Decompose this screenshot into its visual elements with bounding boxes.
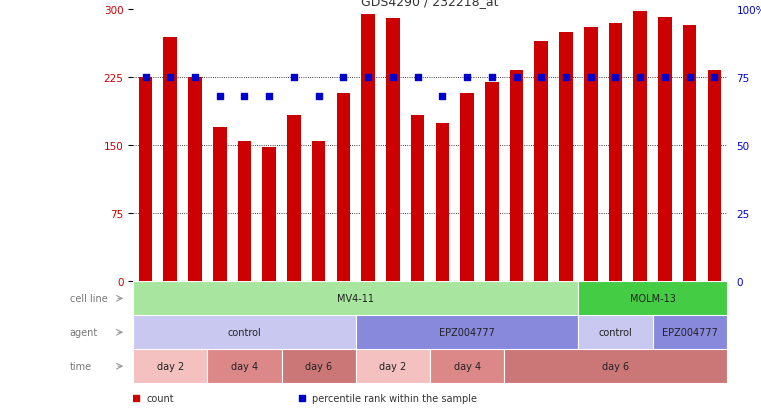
Bar: [356, 349, 430, 383]
Bar: [609, 24, 622, 282]
Bar: [653, 316, 727, 349]
Text: day 6: day 6: [305, 361, 333, 371]
Point: [486, 75, 498, 81]
Text: day 2: day 2: [379, 361, 406, 371]
Point: [313, 94, 325, 100]
Bar: [430, 349, 505, 383]
Text: EPZ004777: EPZ004777: [439, 328, 495, 337]
Point: [436, 94, 448, 100]
Text: MV4-11: MV4-11: [337, 294, 374, 304]
Bar: [133, 349, 207, 383]
Bar: [505, 349, 727, 383]
Point: [412, 75, 424, 81]
Point: [238, 94, 250, 100]
Point: [189, 75, 201, 81]
Text: EPZ004777: EPZ004777: [662, 328, 718, 337]
Point: [511, 75, 523, 81]
Point: [288, 75, 300, 81]
Bar: [263, 148, 276, 282]
Point: [387, 75, 399, 81]
Text: count: count: [146, 393, 174, 403]
Text: percentile rank within the sample: percentile rank within the sample: [313, 393, 477, 403]
Point: [362, 75, 374, 81]
Bar: [213, 128, 227, 282]
Point: [337, 75, 349, 81]
Bar: [386, 19, 400, 282]
Point: [659, 75, 671, 81]
Point: [683, 75, 696, 81]
Text: day 6: day 6: [602, 361, 629, 371]
Bar: [435, 123, 449, 282]
Bar: [658, 18, 672, 282]
Bar: [683, 26, 696, 282]
Text: MOLM-13: MOLM-13: [629, 294, 676, 304]
Bar: [633, 12, 647, 282]
Point: [584, 75, 597, 81]
Text: day 4: day 4: [231, 361, 258, 371]
Bar: [485, 83, 498, 282]
Point: [634, 75, 646, 81]
Text: GDS4290 / 232218_at: GDS4290 / 232218_at: [361, 0, 498, 8]
Bar: [559, 33, 573, 282]
Point: [214, 94, 226, 100]
Text: day 4: day 4: [454, 361, 481, 371]
Bar: [133, 282, 578, 316]
Point: [139, 75, 151, 81]
Bar: [207, 349, 282, 383]
Text: time: time: [70, 361, 92, 371]
Point: [263, 94, 275, 100]
Text: agent: agent: [70, 328, 98, 337]
Point: [708, 75, 721, 81]
Bar: [510, 71, 524, 282]
Point: [610, 75, 622, 81]
Point: [461, 75, 473, 81]
Bar: [708, 71, 721, 282]
Bar: [282, 349, 356, 383]
Bar: [578, 282, 727, 316]
Bar: [534, 42, 548, 282]
Bar: [411, 116, 425, 282]
Bar: [578, 316, 653, 349]
Bar: [460, 93, 474, 282]
Bar: [356, 316, 578, 349]
Bar: [287, 116, 301, 282]
Bar: [133, 316, 356, 349]
Point: [164, 75, 177, 81]
Bar: [336, 93, 350, 282]
Bar: [584, 28, 597, 282]
Point: [535, 75, 547, 81]
Text: control: control: [228, 328, 261, 337]
Bar: [139, 78, 152, 282]
Bar: [188, 78, 202, 282]
Bar: [237, 142, 251, 282]
Bar: [361, 15, 375, 282]
Point: [560, 75, 572, 81]
Text: control: control: [599, 328, 632, 337]
Bar: [312, 142, 326, 282]
Text: cell line: cell line: [70, 294, 107, 304]
Text: day 2: day 2: [157, 361, 184, 371]
Bar: [164, 38, 177, 282]
